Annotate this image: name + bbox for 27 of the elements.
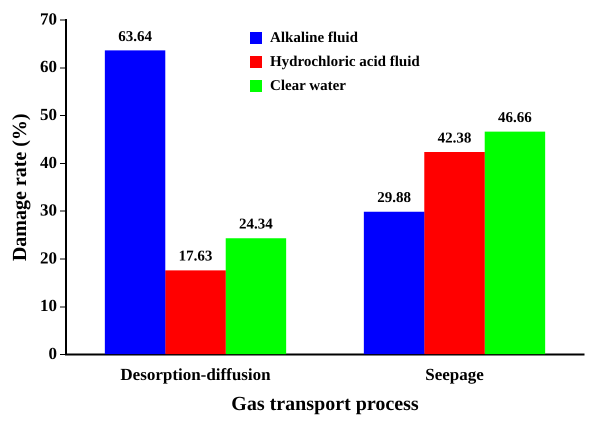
- data-label: 46.66: [498, 110, 532, 126]
- x-tick-label: Desorption-diffusion: [120, 365, 272, 384]
- x-tick-label: Seepage: [425, 365, 484, 384]
- data-label: 63.64: [118, 28, 152, 45]
- data-label: 29.88: [377, 190, 411, 206]
- data-label: 17.63: [178, 248, 212, 265]
- bar: [165, 270, 226, 354]
- x-axis-title: Gas transport process: [231, 393, 419, 416]
- y-tick-label: 40: [40, 152, 57, 172]
- y-tick-label: 50: [40, 104, 57, 124]
- legend-label: Hydrochloric acid fluid: [269, 52, 420, 72]
- y-tick-label: 30: [40, 200, 57, 220]
- legend-label: Clear water: [269, 76, 347, 96]
- bar: [424, 152, 485, 354]
- y-tick-label: 20: [40, 248, 57, 268]
- bar: [226, 238, 286, 354]
- y-tick-label: 0: [48, 344, 57, 363]
- data-label: 42.38: [438, 130, 472, 146]
- data-label: 24.34: [239, 216, 274, 233]
- y-tick-label: 10: [40, 296, 57, 316]
- bar: [484, 132, 546, 354]
- bar: [364, 212, 424, 354]
- legend-label: Alkaline fluid: [269, 28, 359, 48]
- y-tick-label: 60: [40, 57, 57, 76]
- bar: [104, 50, 166, 354]
- y-tick-label: 70: [40, 9, 57, 28]
- y-axis-title: Damage rate (%): [9, 113, 32, 262]
